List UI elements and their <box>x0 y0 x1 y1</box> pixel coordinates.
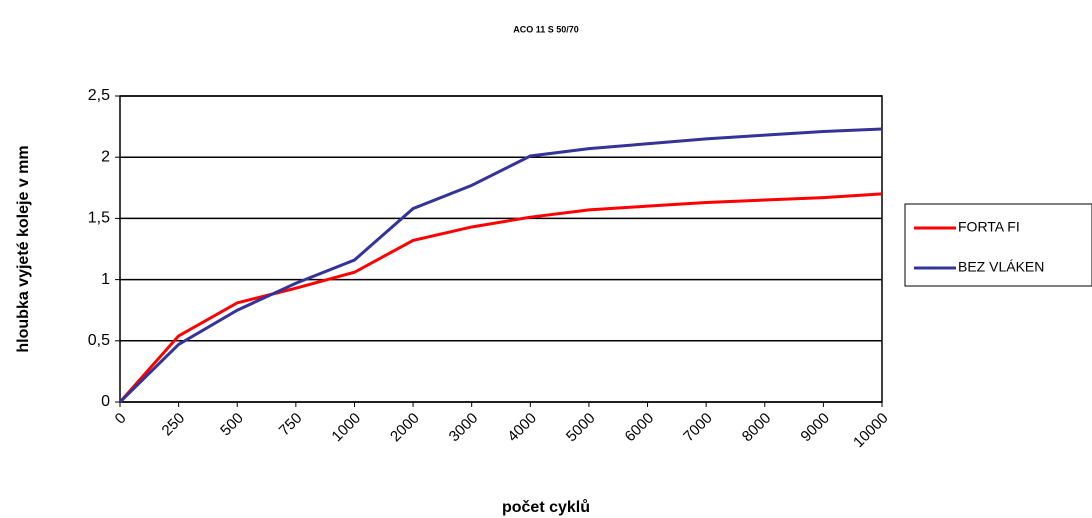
y-tick-label: 0,5 <box>88 332 110 349</box>
legend <box>904 203 1092 287</box>
x-tick-label: 9000 <box>797 410 833 446</box>
x-tick-label: 5000 <box>563 410 599 446</box>
line-series <box>118 192 883 403</box>
y-tick-label: 0 <box>101 393 110 410</box>
x-tick-label: 2000 <box>387 410 423 446</box>
x-tick-label: 10000 <box>850 410 892 452</box>
y-tick-label: 2,5 <box>88 87 110 104</box>
line-series <box>118 127 883 404</box>
x-tick-label: 3000 <box>446 410 482 446</box>
y-tick-label: 1 <box>101 271 110 288</box>
x-tick-label: 6000 <box>622 410 658 446</box>
x-tick-label: 500 <box>217 410 247 440</box>
x-tick-label: 250 <box>159 410 189 440</box>
chart-title: ACO 11 S 50/70 <box>513 24 579 34</box>
x-tick-label: 1000 <box>328 410 364 446</box>
plot-area <box>119 95 883 403</box>
y-tick-label: 1,5 <box>88 210 110 227</box>
x-tick-label: 8000 <box>739 410 775 446</box>
legend-label: BEZ VLÁKEN <box>958 259 1044 275</box>
x-tick-label: 750 <box>276 410 306 440</box>
x-tick-label: 7000 <box>680 410 716 446</box>
legend-label: FORTA FI <box>958 219 1020 235</box>
x-axis-label: počet cyklů <box>502 499 590 516</box>
y-axis-label: hloubka vyjeté koleje v mm <box>15 145 32 352</box>
x-tick-label: 4000 <box>504 410 540 446</box>
y-tick-label: 2 <box>101 148 110 165</box>
x-tick-label: 0 <box>112 410 130 428</box>
